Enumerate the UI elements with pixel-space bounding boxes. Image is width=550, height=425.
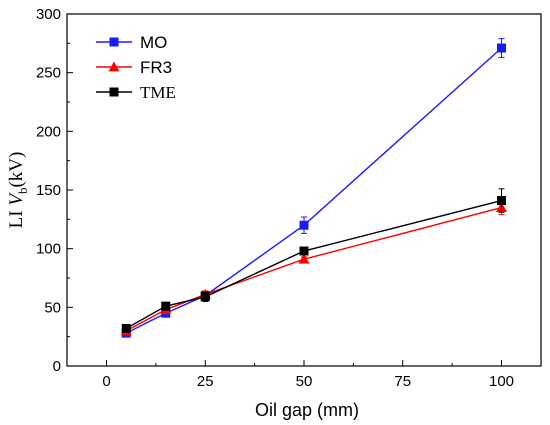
data-point [121,323,131,333]
series-mo [121,38,506,338]
data-point [299,246,309,256]
x-tick-label: 100 [489,373,514,390]
y-tick-label: 50 [44,299,61,316]
series-fr3 [120,200,507,336]
y-axis-title-prefix: LI [6,206,27,229]
y-axis-title-sub: b [15,188,30,195]
y-tick-label: 0 [53,358,61,375]
legend-swatch-marker [109,87,119,97]
x-tick-label: 75 [394,373,411,390]
legend-item-mo: MO [96,33,167,52]
data-point [299,220,309,230]
series-line [125,206,502,332]
legend-swatch-marker [109,37,119,47]
legend-item-tme: TME [96,83,176,102]
y-axis-title-var: V [6,192,27,206]
x-tick-label: 25 [197,373,214,390]
series-line [125,47,502,334]
x-axis-title: Oil gap (mm) [255,400,359,420]
series-layer [120,38,507,338]
legend: MO FR3 TME [96,33,176,102]
data-point [200,292,210,302]
y-tick-label: 250 [36,65,61,82]
series-line [125,199,502,330]
x-tick-label: 0 [102,373,110,390]
legend-label: FR3 [140,58,172,77]
y-axis-title-suffix: (kV) [6,152,27,188]
y-tick-label: 150 [36,182,61,199]
legend-swatch-marker [108,61,120,72]
y-axis: 0 50 100 150 200 250 300 [36,6,73,375]
series-tme [121,188,506,333]
y-tick-label: 100 [36,241,61,258]
x-tick-label: 50 [296,373,313,390]
x-axis: 0 25 50 75 100 [102,360,514,390]
y-axis-title: LI Vb(kV) [6,152,30,229]
plot-border [66,13,542,367]
plot-frame [66,13,542,367]
data-point [161,301,171,311]
y-tick-label: 300 [36,6,61,23]
legend-label: MO [140,33,167,52]
data-point [298,253,310,264]
legend-label: TME [140,83,176,102]
legend-item-fr3: FR3 [96,58,172,77]
data-point [497,43,506,53]
y-tick-label: 200 [36,123,61,140]
data-point [497,196,506,206]
